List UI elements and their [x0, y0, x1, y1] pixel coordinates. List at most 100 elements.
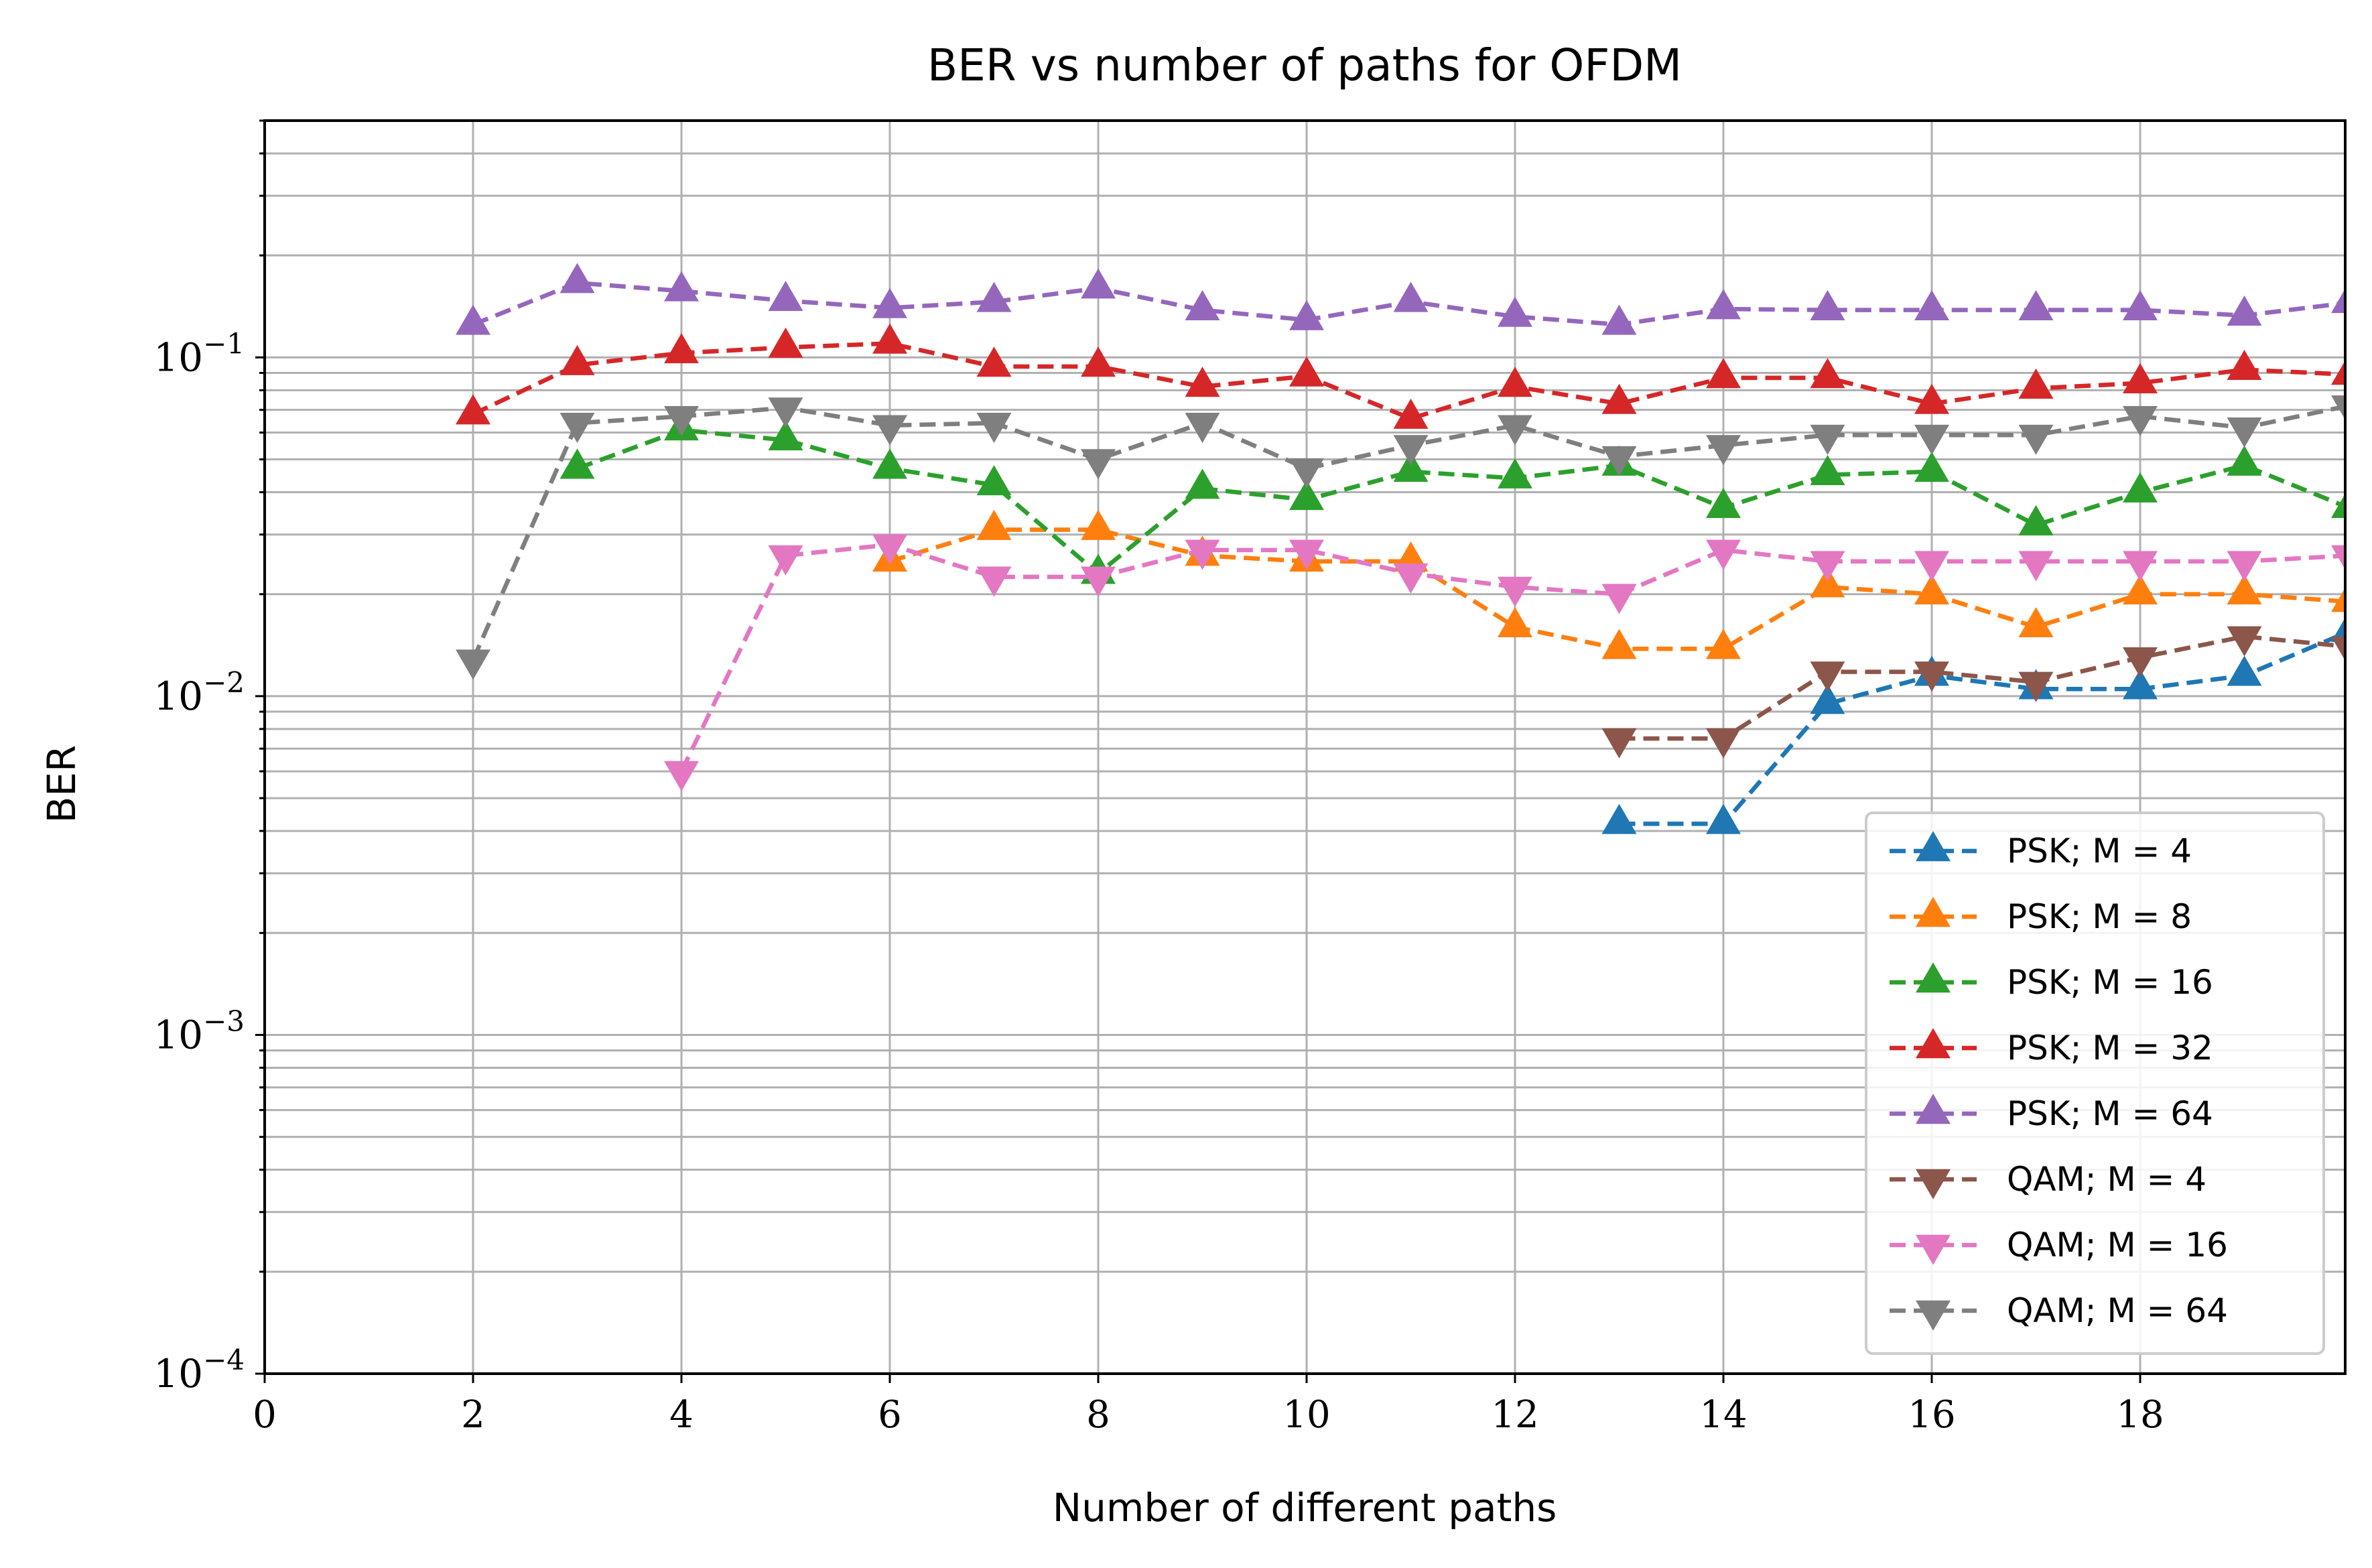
- legend-marker: [1916, 897, 1951, 927]
- data-point: [1289, 539, 1324, 570]
- data-point: [2331, 493, 2345, 518]
- data-point: [872, 323, 907, 354]
- data-point: [768, 327, 803, 358]
- x-axis-ticks: 0 2 4 6 8 10 12 14 16 18: [253, 1374, 2164, 1437]
- y-tick-label: 10−4: [153, 1344, 245, 1396]
- y-axis-ticks: 10−410−310−210−1: [153, 119, 265, 1396]
- legend-item: QAM; M = 16: [1890, 1226, 2228, 1265]
- y-tick-exponent: −4: [203, 1344, 245, 1376]
- data-point: [768, 545, 803, 576]
- legend-marker: [1916, 1169, 1951, 1199]
- legend-marker: [1916, 1300, 1951, 1331]
- data-point: [664, 761, 699, 791]
- data-point: [2227, 296, 2262, 326]
- data-point: [2123, 647, 2158, 678]
- legend-item: PSK; M = 64: [1890, 1094, 2213, 1133]
- data-point: [559, 448, 595, 479]
- legend-item: QAM; M = 64: [1890, 1291, 2228, 1331]
- y-axis-label: BER: [39, 745, 84, 824]
- data-point: [1185, 413, 1220, 444]
- series-line: [1619, 631, 2345, 826]
- legend-item: PSK; M = 8: [1890, 897, 2192, 936]
- data-point: [2227, 655, 2262, 686]
- legend-item: PSK; M = 16: [1890, 962, 2213, 1002]
- data-point: [1810, 289, 1845, 320]
- data-point: [1498, 576, 1532, 607]
- data-point: [2018, 505, 2054, 535]
- data-point: [2123, 669, 2158, 700]
- data-point: [559, 263, 595, 293]
- data-point: [976, 413, 1012, 444]
- legend-item: PSK; M = 4: [1890, 831, 2192, 870]
- data-point: [559, 413, 595, 444]
- data-point: [1706, 487, 1741, 518]
- x-tick-label: 6: [878, 1393, 902, 1437]
- data-point: [2331, 587, 2345, 612]
- legend-item: PSK; M = 32: [1890, 1028, 2213, 1067]
- data-point: [2123, 551, 2158, 582]
- data-point: [1706, 358, 1741, 389]
- data-point: [2331, 395, 2345, 420]
- data-point: [2018, 671, 2054, 702]
- data-point: [1498, 458, 1532, 488]
- data-point: [2331, 360, 2345, 385]
- data-point: [2227, 417, 2262, 448]
- data-point: [872, 415, 907, 446]
- data-point: [1706, 435, 1741, 466]
- data-point: [2227, 349, 2262, 380]
- data-point: [1810, 551, 1845, 582]
- data-point: [1601, 446, 1637, 476]
- data-point: [1706, 539, 1741, 570]
- data-point: [1706, 728, 1741, 759]
- series-layer: [456, 263, 2345, 834]
- data-point: [1081, 268, 1116, 299]
- data-point: [2123, 574, 2158, 605]
- data-point: [1498, 415, 1532, 446]
- series-psk-m-4: [1601, 617, 2345, 834]
- data-point: [1393, 281, 1429, 312]
- data-point: [2331, 636, 2345, 661]
- data-point: [1914, 574, 1949, 605]
- data-point: [1810, 567, 1845, 598]
- data-point: [1601, 728, 1637, 759]
- data-point: [1601, 803, 1637, 834]
- legend-label: QAM; M = 16: [2007, 1226, 2228, 1264]
- x-tick-label: 0: [253, 1393, 277, 1437]
- data-point: [976, 566, 1012, 597]
- data-point: [1601, 584, 1637, 614]
- legend-label: QAM; M = 64: [2007, 1291, 2228, 1330]
- data-point: [2331, 617, 2345, 642]
- data-point: [2123, 405, 2158, 437]
- data-point: [1498, 367, 1532, 397]
- data-point: [1081, 566, 1116, 597]
- data-point: [1914, 383, 1949, 414]
- data-point: [2018, 551, 2054, 582]
- chart-title: BER vs number of paths for OFDM: [927, 40, 1682, 91]
- legend: PSK; M = 4 PSK; M = 8 PSK; M = 16 PSK; M = …: [1865, 811, 2325, 1355]
- data-point: [1185, 367, 1220, 397]
- y-tick-base: 10: [153, 673, 203, 719]
- legend-label: QAM; M = 4: [2007, 1160, 2206, 1199]
- x-tick-label: 14: [1699, 1393, 1747, 1437]
- data-point: [2018, 606, 2054, 638]
- data-point: [1706, 289, 1741, 320]
- data-point: [1601, 629, 1637, 659]
- data-point: [2123, 363, 2158, 393]
- data-point: [1289, 480, 1324, 511]
- data-point: [1810, 424, 1845, 455]
- data-point: [2123, 289, 2158, 320]
- data-point: [1289, 300, 1324, 330]
- data-point: [664, 333, 699, 364]
- data-point: [1081, 346, 1116, 377]
- data-point: [2227, 574, 2262, 605]
- y-tick-base: 10: [153, 1351, 203, 1396]
- data-point: [1393, 563, 1429, 594]
- y-tick-label: 10−2: [153, 666, 245, 719]
- x-tick-label: 18: [2116, 1393, 2164, 1437]
- data-point: [1185, 539, 1220, 570]
- data-point: [1601, 383, 1637, 414]
- data-point: [2227, 551, 2262, 582]
- data-point: [456, 649, 490, 680]
- data-point: [1810, 661, 1845, 692]
- data-point: [2018, 424, 2054, 455]
